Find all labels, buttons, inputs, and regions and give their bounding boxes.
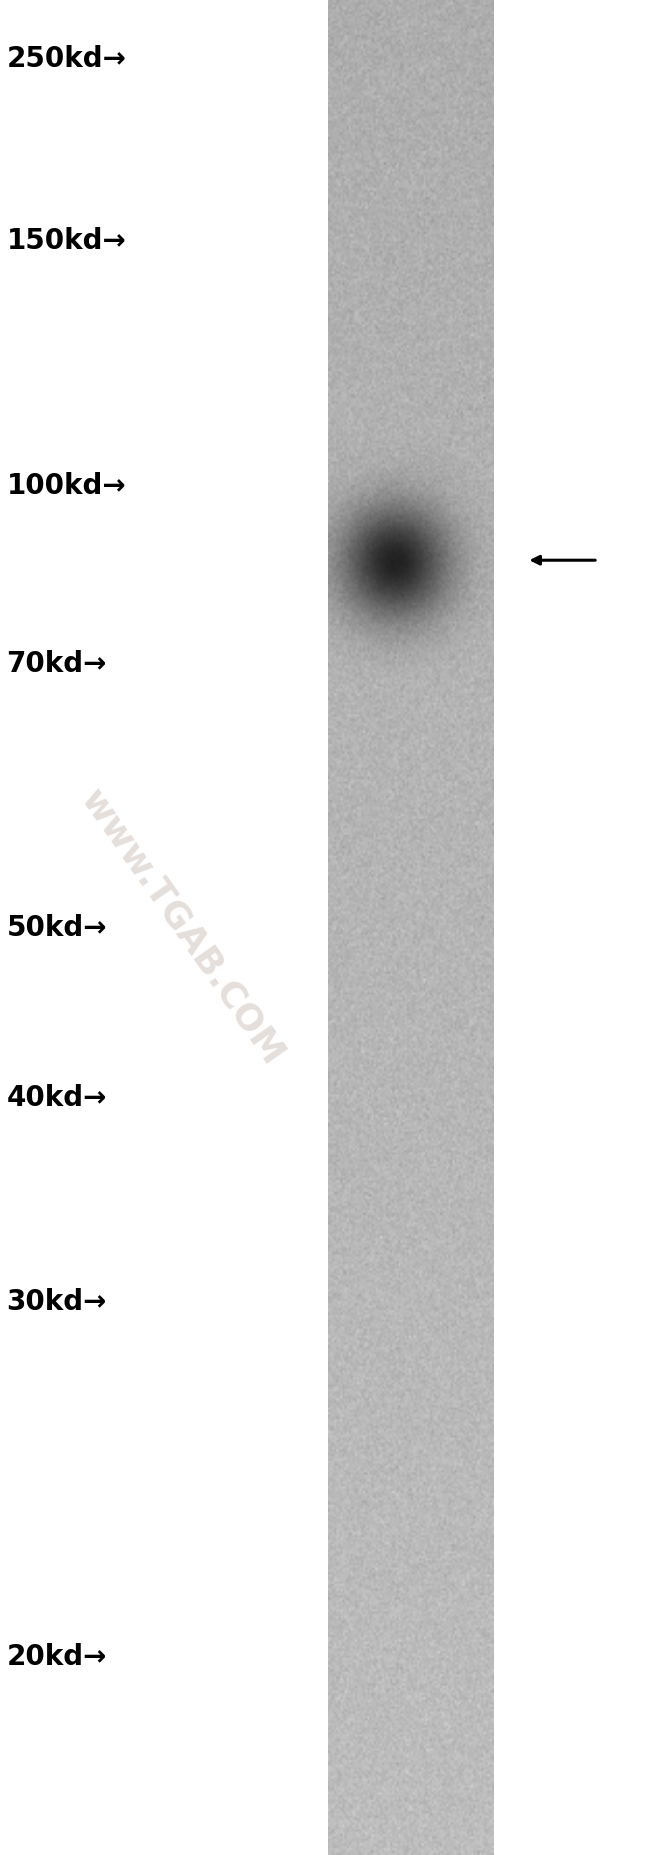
Text: 70kd→: 70kd→: [6, 649, 107, 679]
Text: 150kd→: 150kd→: [6, 226, 126, 256]
Text: 40kd→: 40kd→: [6, 1083, 107, 1113]
Text: 50kd→: 50kd→: [6, 913, 107, 942]
Text: www.TGAB.COM: www.TGAB.COM: [74, 783, 290, 1072]
Text: 20kd→: 20kd→: [6, 1642, 107, 1671]
Text: 250kd→: 250kd→: [6, 45, 126, 74]
Text: 30kd→: 30kd→: [6, 1287, 107, 1317]
Text: 100kd→: 100kd→: [6, 471, 126, 501]
